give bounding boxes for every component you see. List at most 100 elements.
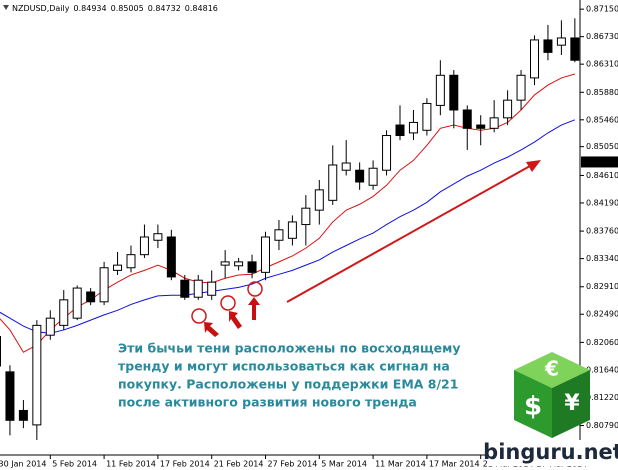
candle-body	[476, 124, 486, 129]
highlight-circle	[220, 295, 236, 311]
candle-body	[570, 37, 580, 61]
candle-body	[422, 102, 432, 131]
candle-body	[287, 221, 297, 239]
candle-body	[328, 164, 338, 201]
logo-symbol: €	[544, 357, 559, 381]
header-icon	[3, 5, 9, 10]
x-tick-label: 17 Feb 2014	[160, 460, 210, 469]
pointer-arrows	[204, 297, 260, 337]
y-tick-label: 0.85050	[586, 142, 618, 151]
candle-body	[503, 99, 513, 119]
candle-body	[530, 39, 539, 79]
trend-arrow-head	[526, 160, 541, 172]
x-tick-label: 11 Mar 2014	[375, 460, 426, 469]
y-tick-label: 0.87150	[586, 5, 618, 14]
logo-text: binguru.net	[483, 440, 618, 464]
annotation-line: после активного развития нового тренда	[118, 395, 417, 410]
candle-body	[247, 261, 257, 273]
symbol: NZDUSD,Daily	[12, 4, 70, 13]
current-price-box	[581, 156, 618, 168]
candle-body	[489, 117, 499, 129]
candle-body	[180, 279, 190, 298]
pointer-arrow	[248, 297, 260, 320]
y-tick-label: 0.86730	[586, 32, 618, 41]
x-tick-label: 5 Feb 2014	[52, 460, 97, 469]
candle-body	[18, 409, 28, 421]
candle-body	[301, 207, 311, 226]
header-value: 0.84816	[185, 4, 218, 13]
annotation-line: покупку. Расположены у поддержки EMA 8/2…	[118, 377, 458, 392]
annotation-line: Эти бычьи тени расположены по восходящем…	[118, 341, 461, 356]
logo: € $ ¥ binguru.net	[483, 352, 618, 466]
candle-body	[32, 324, 42, 426]
plot-area	[0, 18, 580, 440]
y-tick-label: 0.80790	[586, 421, 618, 430]
candle-body	[126, 254, 136, 269]
candle-body	[395, 124, 405, 137]
header-value: 0.84934	[74, 4, 107, 13]
candle-body	[99, 267, 109, 303]
candle-body	[113, 264, 123, 271]
y-tick-label: 0.84610	[586, 171, 618, 180]
y-tick-label: 0.86310	[586, 60, 618, 69]
candle-body	[516, 74, 526, 101]
candle-body	[193, 279, 203, 298]
ma-line	[0, 119, 576, 334]
header: NZDUSD,Daily 0.84934 0.85005 0.84732 0.84816	[12, 4, 218, 13]
logo-cube-left	[514, 370, 552, 438]
logo-symbol: $	[524, 392, 542, 422]
candle-body	[341, 162, 351, 171]
trend-arrow	[286, 165, 531, 303]
header-value: 0.85005	[111, 4, 144, 13]
logo-cube-right	[552, 370, 590, 438]
candle-body	[261, 236, 270, 273]
highlight-circle	[247, 281, 263, 297]
candle-body	[86, 291, 96, 303]
candle-body	[153, 233, 163, 241]
candle-body	[45, 317, 55, 336]
y-tick-label: 0.81220	[586, 393, 618, 402]
pointer-arrow	[229, 311, 242, 329]
x-tick-label: 30 Jan 2014	[0, 460, 46, 469]
candle-body	[408, 121, 418, 134]
candle-body	[368, 167, 378, 186]
annotation-line: тренду и могут использоваться как сигнал…	[118, 359, 450, 374]
candle-body	[220, 261, 230, 266]
candle-body	[72, 287, 82, 319]
logo-symbol: ¥	[564, 391, 580, 416]
x-tick-label: 21 Feb 2014	[214, 460, 264, 469]
y-tick-label: 0.82060	[586, 338, 618, 347]
candle-body	[355, 169, 365, 183]
x-tick-label: 17 Mar 2014	[429, 460, 480, 469]
candle-body	[449, 74, 459, 111]
y-tick-label: 0.85460	[586, 115, 618, 124]
candle-body	[59, 299, 69, 326]
current-price-label: 0.84816	[586, 157, 618, 166]
candle-body	[462, 109, 472, 129]
y-tick-label: 0.83760	[586, 227, 618, 236]
y-tick-label: 0.81640	[586, 365, 618, 374]
x-tick-label: 11 Feb 2014	[106, 460, 156, 469]
header-value: 0.84732	[148, 4, 181, 13]
candle-body	[207, 281, 217, 296]
candle-body	[234, 261, 244, 267]
candle-body	[5, 371, 15, 421]
x-tick-label: 5 Mar 2014	[321, 460, 367, 469]
x-tick-label: 27 Feb 2014	[268, 460, 318, 469]
y-tick-label: 0.85880	[586, 88, 618, 97]
candle-body	[543, 39, 553, 53]
highlight-circle	[191, 308, 207, 324]
pointer-arrow	[204, 322, 219, 337]
y-tick-label: 0.82490	[586, 310, 618, 319]
candle-body	[139, 236, 149, 256]
candle-body	[556, 37, 566, 46]
candle-body	[0, 336, 1, 367]
y-tick-label: 0.84190	[586, 198, 618, 207]
logo-text-bg	[488, 440, 618, 466]
candle-body	[166, 236, 176, 278]
candle-body	[435, 74, 445, 106]
y-tick-label: 0.82910	[586, 282, 618, 291]
candle-body	[274, 229, 284, 241]
y-tick-label: 0.83340	[586, 254, 618, 263]
